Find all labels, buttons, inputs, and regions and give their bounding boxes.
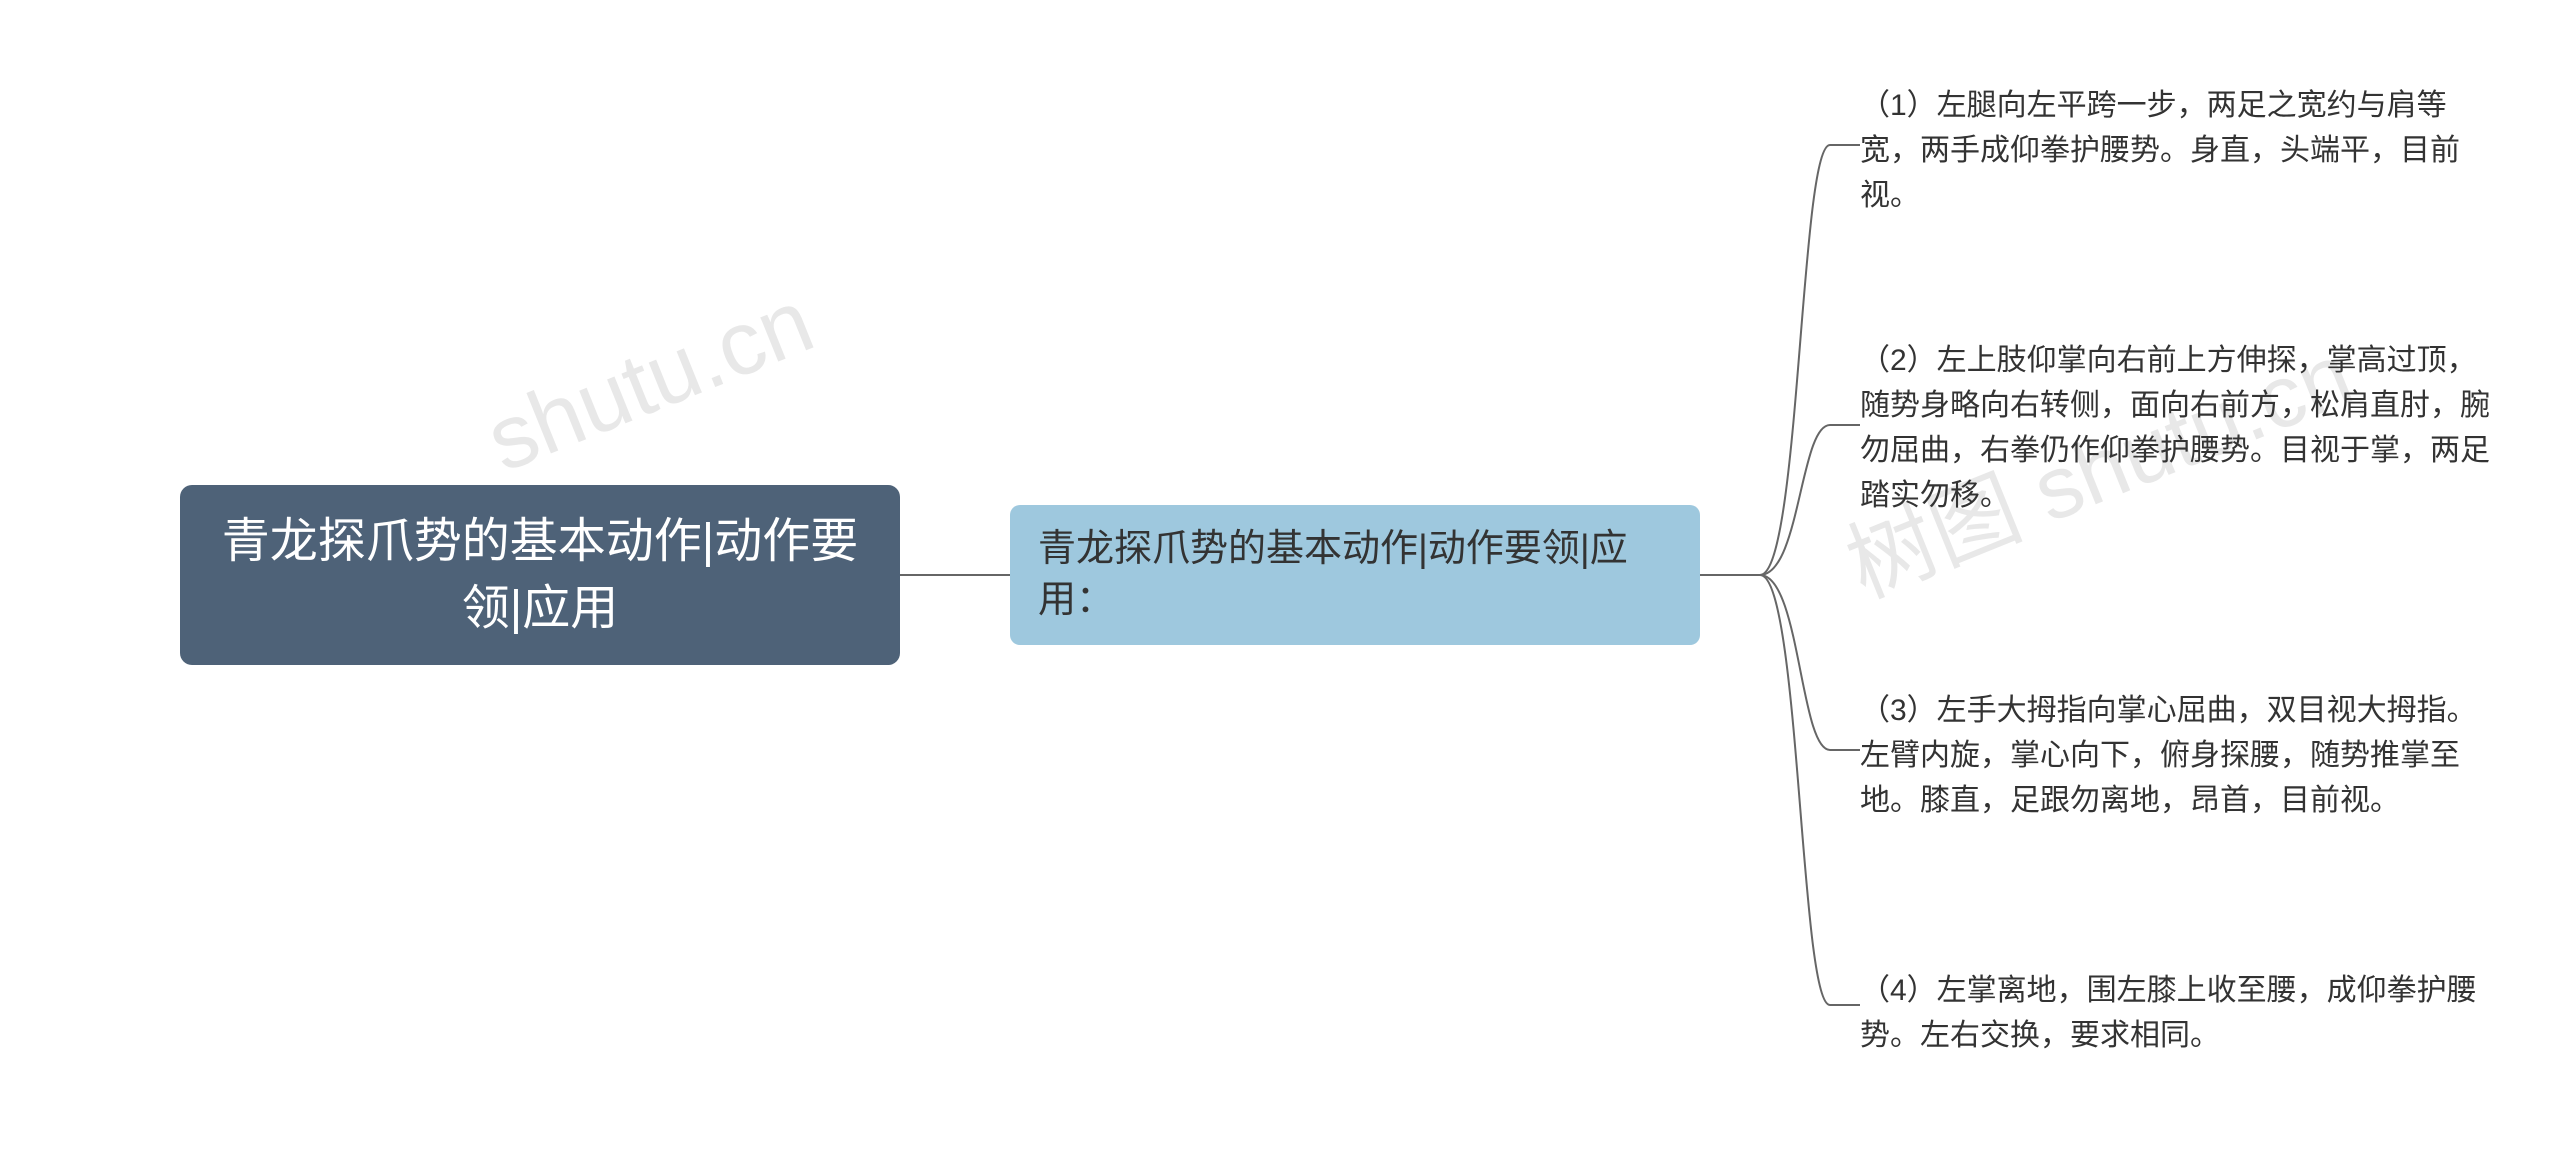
leaf-node-3-label: （3）左手大拇指向掌心屈曲，双目视大拇指。左臂内旋，掌心向下，俯身探腰，随势推掌… (1860, 694, 2477, 817)
leaf-node-1-label: （1）左腿向左平跨一步，两足之宽约与肩等宽，两手成仰拳护腰势。身直，头端平，目前… (1860, 89, 2460, 212)
watermark-1: shutu.cn (473, 270, 827, 493)
leaf-node-2[interactable]: （2）左上肢仰掌向右前上方伸探，掌高过顶，随势身略向右转侧，面向右前方，松肩直肘… (1860, 330, 2500, 526)
leaf-node-4-label: （4）左掌离地，围左膝上收至腰，成仰拳护腰势。左右交换，要求相同。 (1860, 974, 2477, 1052)
level1-node-label: 青龙探爪势的基本动作|动作要领|应用： (1038, 524, 1672, 627)
leaf-node-1[interactable]: （1）左腿向左平跨一步，两足之宽约与肩等宽，两手成仰拳护腰势。身直，头端平，目前… (1860, 75, 2500, 226)
level1-node[interactable]: 青龙探爪势的基本动作|动作要领|应用： (1010, 505, 1700, 645)
leaf-node-3[interactable]: （3）左手大拇指向掌心屈曲，双目视大拇指。左臂内旋，掌心向下，俯身探腰，随势推掌… (1860, 680, 2500, 831)
leaf-node-2-label: （2）左上肢仰掌向右前上方伸探，掌高过顶，随势身略向右转侧，面向右前方，松肩直肘… (1860, 344, 2490, 512)
root-node[interactable]: 青龙探爪势的基本动作|动作要领|应用 (180, 485, 900, 665)
mindmap-container: shutu.cn 树图 shutu.cn 青龙探爪势的基本动作|动作要领|应用 … (0, 0, 2560, 1155)
root-node-label: 青龙探爪势的基本动作|动作要领|应用 (210, 508, 870, 642)
leaf-node-4[interactable]: （4）左掌离地，围左膝上收至腰，成仰拳护腰势。左右交换，要求相同。 (1860, 960, 2500, 1066)
